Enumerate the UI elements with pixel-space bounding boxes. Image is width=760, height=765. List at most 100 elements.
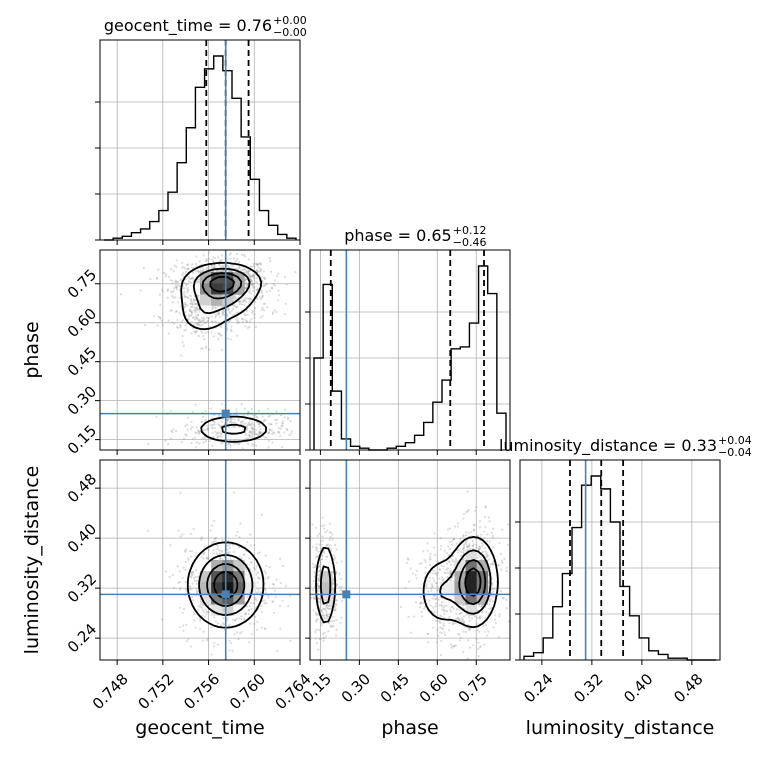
sample-point bbox=[259, 431, 262, 434]
sample-point bbox=[489, 600, 492, 603]
sample-point bbox=[322, 639, 325, 643]
sample-point bbox=[180, 320, 183, 323]
sample-point bbox=[441, 578, 444, 581]
sample-point bbox=[181, 273, 184, 277]
sample-point bbox=[276, 649, 279, 652]
sample-point bbox=[327, 630, 330, 633]
sample-point bbox=[266, 306, 269, 309]
sample-point bbox=[412, 615, 416, 618]
sample-point bbox=[458, 619, 461, 622]
density-cell bbox=[222, 582, 234, 594]
sample-point bbox=[478, 617, 481, 620]
sample-point bbox=[247, 609, 250, 612]
sample-point bbox=[272, 431, 275, 434]
sample-point bbox=[236, 317, 239, 320]
sample-point bbox=[178, 311, 181, 314]
sample-point bbox=[431, 585, 434, 588]
sample-point bbox=[242, 268, 245, 271]
sample-point bbox=[279, 604, 282, 608]
sample-point bbox=[229, 417, 232, 420]
sample-point bbox=[281, 420, 284, 423]
sample-point bbox=[332, 587, 335, 590]
sample-point bbox=[323, 527, 326, 530]
sample-point bbox=[189, 302, 192, 305]
sample-point bbox=[311, 523, 314, 526]
sample-point bbox=[458, 633, 461, 636]
sample-point bbox=[317, 600, 321, 604]
sample-point bbox=[190, 420, 193, 423]
sample-point bbox=[325, 615, 328, 618]
sample-point bbox=[434, 597, 437, 601]
sample-point bbox=[317, 628, 321, 632]
sample-point bbox=[472, 528, 475, 531]
sample-point bbox=[265, 290, 268, 293]
sample-point bbox=[439, 622, 442, 625]
sample-point bbox=[243, 553, 246, 556]
sample-point bbox=[197, 270, 200, 273]
sample-point bbox=[179, 324, 182, 327]
sample-point bbox=[182, 566, 185, 569]
sample-point bbox=[490, 597, 493, 600]
sample-point bbox=[424, 605, 427, 609]
sample-point bbox=[211, 427, 214, 430]
sample-point bbox=[450, 606, 453, 609]
density-cell bbox=[443, 582, 455, 594]
sample-point bbox=[188, 310, 192, 313]
sample-point bbox=[226, 313, 229, 317]
sample-point bbox=[268, 257, 271, 260]
sample-point bbox=[492, 536, 495, 539]
sample-point bbox=[190, 305, 193, 309]
y-axis-label: phase bbox=[21, 321, 43, 378]
sample-point bbox=[196, 317, 199, 320]
sample-point bbox=[230, 325, 233, 328]
hist-phase-grid bbox=[319, 250, 477, 450]
sample-point bbox=[316, 582, 319, 585]
sample-point bbox=[190, 313, 193, 316]
sample-point bbox=[209, 529, 212, 532]
sample-point bbox=[447, 528, 450, 531]
sample-point bbox=[340, 560, 343, 563]
sample-point bbox=[283, 313, 286, 316]
sample-point bbox=[233, 633, 236, 636]
sample-point bbox=[252, 284, 255, 288]
sample-point bbox=[253, 306, 257, 309]
sample-point bbox=[270, 429, 273, 432]
sample-point bbox=[175, 286, 178, 289]
sample-point bbox=[317, 532, 321, 536]
sample-point bbox=[326, 604, 329, 607]
sample-point bbox=[442, 610, 445, 613]
sample-point bbox=[199, 617, 202, 621]
sample-point bbox=[314, 630, 317, 634]
density-cell bbox=[454, 560, 466, 572]
sample-point bbox=[226, 418, 229, 421]
sample-point bbox=[331, 538, 334, 541]
sample-point bbox=[318, 637, 321, 641]
sample-point bbox=[244, 612, 247, 615]
sample-point bbox=[201, 347, 204, 350]
sample-point bbox=[252, 286, 255, 289]
sample-point bbox=[182, 629, 185, 632]
sample-point bbox=[195, 568, 198, 572]
sample-point bbox=[206, 611, 209, 614]
sample-point bbox=[435, 572, 438, 575]
sample-point bbox=[240, 420, 243, 423]
sample-point bbox=[322, 607, 325, 610]
sample-point bbox=[449, 571, 452, 574]
sample-point bbox=[236, 530, 239, 534]
sample-point bbox=[201, 331, 204, 334]
sample-point bbox=[318, 543, 321, 546]
sample-point bbox=[257, 590, 260, 593]
sample-point bbox=[436, 560, 439, 563]
sample-point bbox=[194, 270, 197, 273]
sample-point bbox=[180, 441, 183, 444]
sample-point bbox=[323, 616, 326, 619]
sample-point bbox=[247, 272, 250, 275]
sample-point bbox=[191, 438, 194, 441]
sample-point bbox=[213, 616, 216, 619]
sample-point bbox=[505, 569, 508, 573]
sample-point bbox=[325, 544, 328, 547]
sample-point bbox=[442, 606, 445, 609]
sample-point bbox=[253, 313, 256, 316]
sample-point bbox=[318, 566, 321, 569]
